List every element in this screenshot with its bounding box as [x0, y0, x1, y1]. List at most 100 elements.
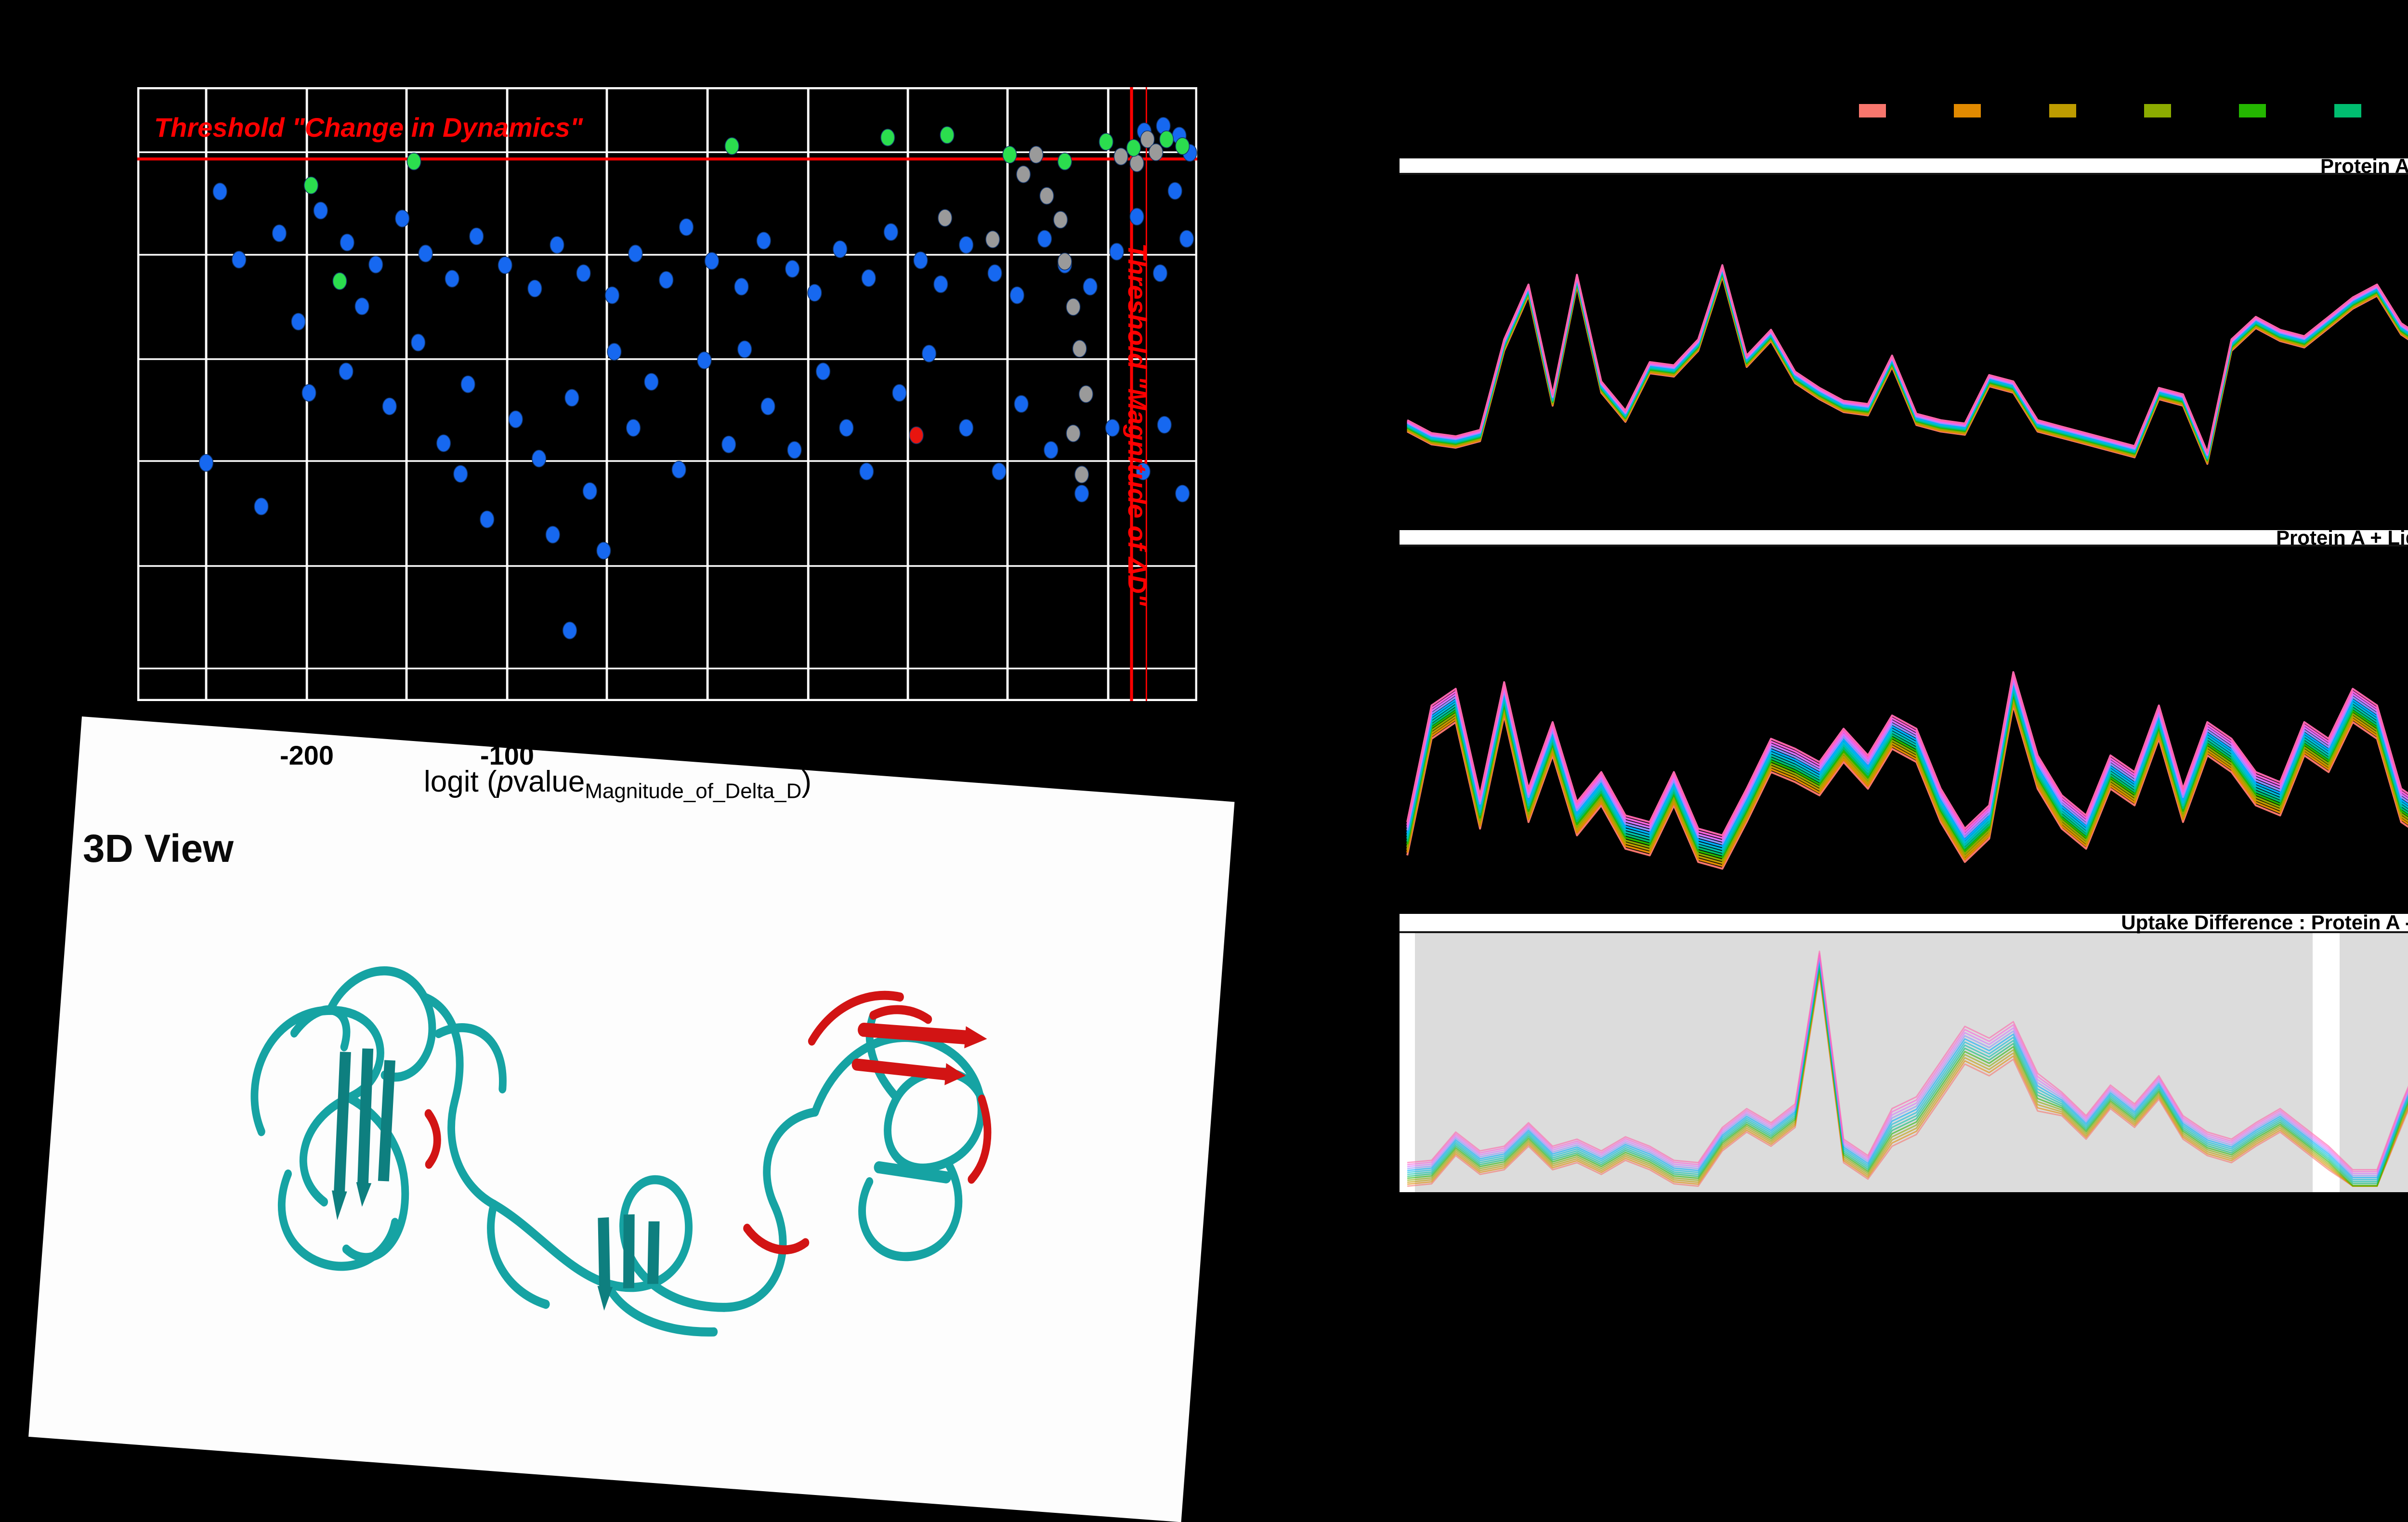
volcano-point-blue[interactable]	[460, 375, 475, 393]
volcano-point-blue[interactable]	[354, 297, 369, 315]
volcano-point-blue[interactable]	[1109, 243, 1124, 261]
volcano-point-gray[interactable]	[985, 230, 1000, 248]
volcano-point-blue[interactable]	[532, 450, 547, 468]
volcano-point-gray[interactable]	[1078, 385, 1093, 403]
legend-swatch-2[interactable]	[1954, 104, 1981, 117]
volcano-point-green[interactable]	[1159, 130, 1174, 148]
3d-view-panel[interactable]	[28, 716, 1235, 1522]
volcano-point-blue[interactable]	[550, 236, 564, 254]
volcano-point-blue[interactable]	[436, 434, 451, 452]
volcano-point-blue[interactable]	[785, 260, 800, 278]
volcano-point-green[interactable]	[880, 129, 895, 146]
volcano-point-blue[interactable]	[737, 340, 752, 358]
volcano-point-blue[interactable]	[1083, 278, 1098, 296]
volcano-point-blue[interactable]	[1009, 286, 1024, 304]
volcano-point-gray[interactable]	[1113, 147, 1128, 166]
volcano-point-blue[interactable]	[659, 271, 674, 289]
volcano-point-blue[interactable]	[301, 384, 316, 402]
volcano-point-blue[interactable]	[562, 622, 577, 639]
volcano-point-blue[interactable]	[497, 256, 512, 274]
volcano-point-blue[interactable]	[1129, 208, 1144, 226]
volcano-plot-canvas[interactable]	[137, 87, 1197, 701]
volcano-point-gray[interactable]	[1057, 252, 1072, 271]
volcano-point-blue[interactable]	[704, 252, 720, 270]
volcano-point-blue[interactable]	[760, 397, 775, 416]
volcano-point-blue[interactable]	[527, 279, 542, 298]
uptake-chart-protein-a[interactable]	[1400, 175, 2408, 531]
volcano-point-blue[interactable]	[734, 278, 749, 296]
volcano-point-blue[interactable]	[368, 256, 383, 273]
legend-swatch-5[interactable]	[2239, 104, 2266, 117]
volcano-point-blue[interactable]	[382, 397, 397, 416]
volcano-point-blue[interactable]	[839, 419, 854, 437]
volcano-point-blue[interactable]	[721, 435, 736, 454]
volcano-point-green[interactable]	[303, 176, 319, 195]
volcano-point-blue[interactable]	[564, 389, 579, 407]
volcano-point-blue[interactable]	[313, 201, 328, 220]
volcano-point-blue[interactable]	[807, 284, 822, 302]
legend-swatch-3[interactable]	[2049, 104, 2076, 117]
volcano-point-gray[interactable]	[1039, 187, 1054, 205]
volcano-point-green[interactable]	[1126, 139, 1141, 157]
volcano-point-blue[interactable]	[833, 240, 848, 258]
volcano-point-blue[interactable]	[626, 419, 641, 437]
volcano-point-green[interactable]	[1175, 137, 1190, 155]
volcano-point-blue[interactable]	[254, 497, 269, 516]
volcano-point-gray[interactable]	[1029, 145, 1044, 164]
volcano-point-blue[interactable]	[1105, 419, 1120, 437]
volcano-point-gray[interactable]	[1016, 165, 1031, 183]
volcano-point-blue[interactable]	[339, 362, 353, 380]
volcano-point-blue[interactable]	[445, 270, 459, 288]
volcano-point-blue[interactable]	[815, 362, 831, 380]
volcano-point-green[interactable]	[1002, 145, 1017, 164]
volcano-point-blue[interactable]	[679, 218, 694, 236]
legend-swatch-1[interactable]	[1859, 104, 1886, 117]
volcano-point-blue[interactable]	[1179, 230, 1194, 248]
volcano-point-blue[interactable]	[596, 542, 611, 559]
volcano-point-blue[interactable]	[607, 343, 622, 361]
volcano-point-blue[interactable]	[604, 286, 620, 304]
volcano-point-blue[interactable]	[933, 275, 948, 293]
volcano-point-gray[interactable]	[1129, 154, 1144, 172]
volcano-point-blue[interactable]	[272, 224, 287, 242]
volcano-point-blue[interactable]	[892, 384, 907, 402]
volcano-point-blue[interactable]	[1167, 182, 1182, 200]
volcano-point-gray[interactable]	[1140, 130, 1155, 148]
volcano-point-blue[interactable]	[395, 209, 410, 228]
volcano-point-blue[interactable]	[959, 419, 974, 437]
volcano-point-blue[interactable]	[198, 454, 214, 472]
volcano-point-gray[interactable]	[938, 209, 953, 227]
volcano-point-green[interactable]	[724, 137, 739, 155]
volcano-point-gray[interactable]	[1072, 339, 1087, 358]
volcano-point-blue[interactable]	[922, 344, 937, 363]
volcano-point-gray[interactable]	[1066, 424, 1081, 442]
volcano-point-blue[interactable]	[1037, 230, 1052, 248]
uptake-chart-protein-a-ligand[interactable]	[1400, 546, 2408, 914]
volcano-point-blue[interactable]	[453, 465, 468, 483]
volcano-point-blue[interactable]	[469, 227, 484, 246]
volcano-point-green[interactable]	[1099, 133, 1113, 151]
legend-swatch-4[interactable]	[2144, 104, 2171, 117]
volcano-point-blue[interactable]	[1157, 416, 1172, 434]
volcano-point-gray[interactable]	[1149, 143, 1164, 161]
volcano-point-blue[interactable]	[1175, 484, 1190, 503]
volcano-point-blue[interactable]	[212, 182, 227, 201]
volcano-point-blue[interactable]	[959, 236, 974, 254]
volcano-point-blue[interactable]	[756, 232, 771, 250]
volcano-point-blue[interactable]	[987, 264, 1002, 282]
volcano-point-blue[interactable]	[1152, 264, 1168, 282]
volcano-point-blue[interactable]	[1014, 395, 1029, 413]
volcano-point-blue[interactable]	[1044, 441, 1059, 459]
volcano-point-blue[interactable]	[787, 441, 802, 459]
legend-swatch-6[interactable]	[2334, 104, 2361, 117]
volcano-point-blue[interactable]	[883, 223, 898, 241]
volcano-point-blue[interactable]	[508, 410, 523, 429]
volcano-point-green[interactable]	[332, 272, 347, 290]
volcano-point-blue[interactable]	[992, 462, 1007, 481]
volcano-point-blue[interactable]	[411, 334, 426, 351]
volcano-point-blue[interactable]	[861, 269, 876, 287]
volcano-point-gray[interactable]	[1053, 211, 1068, 229]
volcano-point-blue[interactable]	[340, 234, 354, 251]
volcano-point-blue[interactable]	[545, 526, 560, 544]
volcano-point-blue[interactable]	[1136, 462, 1151, 481]
